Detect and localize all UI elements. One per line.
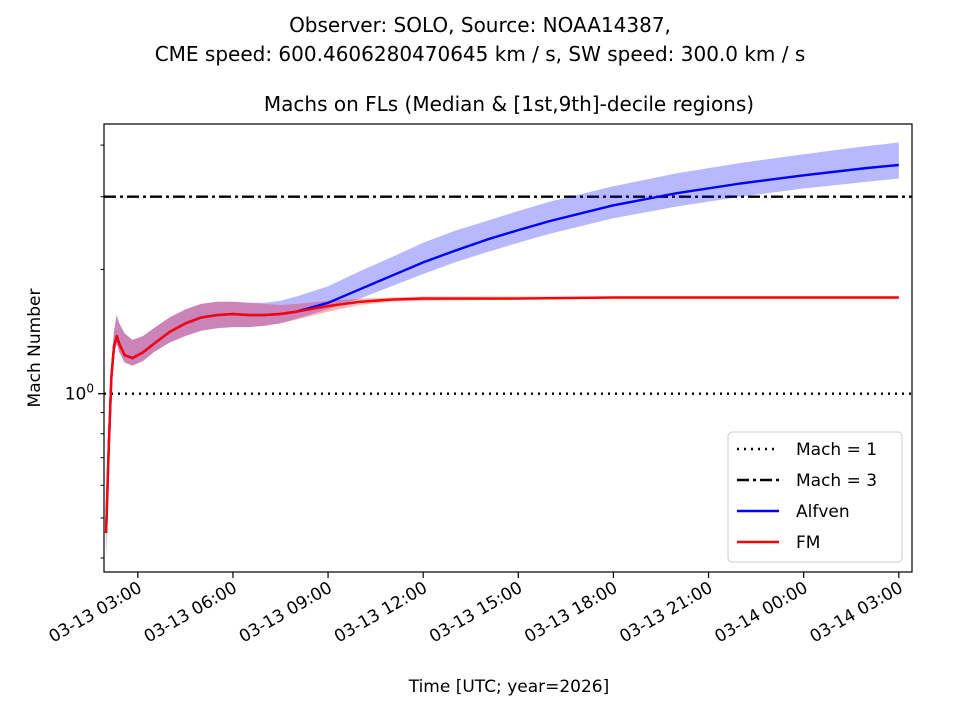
- x-tick-label: 03-13 06:00: [141, 578, 241, 647]
- plot-area: [104, 142, 912, 558]
- legend-box: [727, 431, 903, 563]
- legend: Mach = 1 Mach = 3 Alfven FM: [727, 431, 903, 563]
- x-tick-label: 03-13 12:00: [331, 578, 431, 647]
- legend-label: Alfven: [796, 502, 850, 522]
- x-axis-label: Time [UTC; year=2026]: [408, 677, 610, 697]
- y-axis-label: Mach Number: [25, 289, 45, 408]
- plot-content: [104, 142, 912, 558]
- legend-entry: FM: [737, 533, 820, 553]
- x-tick-label: 03-13 03:00: [46, 578, 146, 647]
- legend-entry: Mach = 3: [737, 471, 877, 491]
- x-tick-label: 03-13 09:00: [236, 578, 336, 647]
- y-tick-label: 100: [65, 382, 94, 405]
- chart-suptitle-line-1: Observer: SOLO, Source: NOAA14387,: [289, 13, 671, 37]
- legend-entry: Mach = 1: [737, 440, 877, 460]
- decile-band-alfven: [106, 142, 899, 558]
- x-tick-label: 03-14 03:00: [807, 578, 907, 647]
- median-line-fm: [104, 296, 899, 534]
- x-tick-label: 03-13 15:00: [426, 578, 526, 647]
- legend-label: Mach = 3: [796, 471, 877, 491]
- axes-frame: [103, 123, 913, 573]
- legend-label: FM: [796, 533, 820, 553]
- x-tick-label: 03-13 18:00: [521, 578, 621, 647]
- chart-suptitle-line-2: CME speed: 600.4606280470645 km / s, SW …: [155, 42, 806, 66]
- chart-title: Machs on FLs (Median & [1st,9th]-decile …: [264, 92, 754, 116]
- legend-label: Mach = 1: [796, 440, 877, 460]
- legend-entry: Alfven: [737, 502, 850, 522]
- x-tick-label: 03-14 00:00: [711, 578, 811, 647]
- x-tick-label: 03-13 21:00: [616, 578, 716, 647]
